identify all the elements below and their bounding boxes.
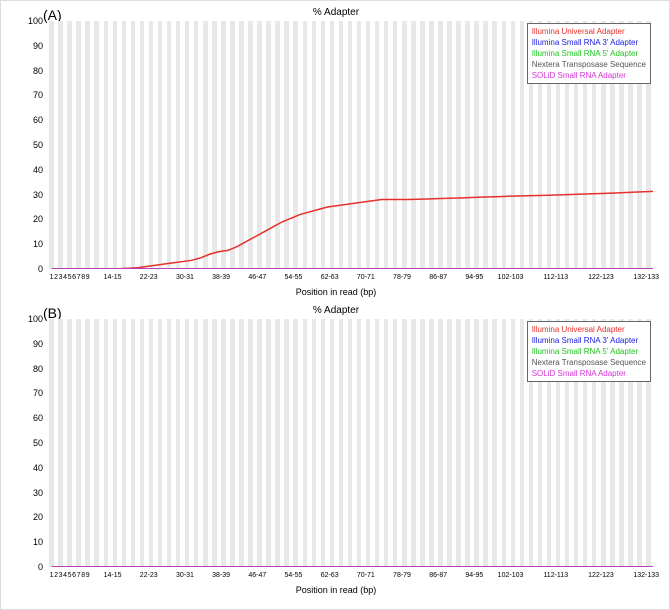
legend-item: Illumina Universal Adapter: [532, 324, 646, 335]
y-tick-label: 70: [11, 388, 43, 398]
chart-title: % Adapter: [11, 7, 661, 18]
x-tick-label: 54-55: [285, 572, 303, 579]
legend-item: Illumina Small RNA 3' Adapter: [532, 37, 646, 48]
y-tick-label: 0: [11, 264, 43, 274]
y-tick-label: 100: [11, 314, 43, 324]
x-tick-label: 112-113: [543, 274, 568, 281]
y-tick-label: 10: [11, 537, 43, 547]
x-tick-label: 132-133: [633, 572, 659, 579]
panel-a: (A)% Adapter0102030405060708090100123456…: [11, 7, 661, 297]
x-tick-label: 94-95: [465, 274, 483, 281]
x-tick-label: 78-79: [393, 274, 411, 281]
x-tick-label: 70-71: [357, 572, 375, 579]
x-tick-label: 6: [72, 274, 76, 281]
y-tick-label: 50: [11, 438, 43, 448]
x-tick-label: 7: [77, 572, 81, 579]
legend-item: Illumina Small RNA 5' Adapter: [532, 48, 646, 59]
x-tick-label: 132-133: [633, 274, 659, 281]
x-tick-label: 30-31: [176, 274, 194, 281]
x-tick-label: 5: [68, 274, 72, 281]
x-tick-label: 2: [54, 274, 58, 281]
x-tick-label: 4: [63, 274, 67, 281]
x-tick-label: 6: [72, 572, 76, 579]
x-tick-label: 122-123: [588, 572, 614, 579]
y-tick-label: 0: [11, 562, 43, 572]
legend: Illumina Universal AdapterIllumina Small…: [527, 23, 651, 84]
x-tick-label: 30-31: [176, 572, 194, 579]
x-tick-label: 7: [77, 274, 81, 281]
x-tick-label: 14-15: [104, 274, 122, 281]
legend-item: SOLiD Small RNA Adapter: [532, 70, 646, 81]
panel-b: (B)% Adapter0102030405060708090100123456…: [11, 305, 661, 595]
x-tick-label: 102-103: [498, 274, 524, 281]
legend-item: Nextera Transposase Sequence: [532, 357, 646, 368]
x-tick-label: 38-39: [212, 274, 230, 281]
x-tick-label: 3: [59, 572, 63, 579]
y-tick-label: 90: [11, 339, 43, 349]
x-tick-label: 86-87: [429, 274, 447, 281]
y-tick-label: 10: [11, 239, 43, 249]
x-tick-label: 8: [81, 572, 85, 579]
legend-item: SOLiD Small RNA Adapter: [532, 368, 646, 379]
y-tick-label: 80: [11, 364, 43, 374]
x-tick-label: 122-123: [588, 274, 614, 281]
legend: Illumina Universal AdapterIllumina Small…: [527, 321, 651, 382]
x-tick-label: 112-113: [543, 572, 568, 579]
y-tick-label: 20: [11, 214, 43, 224]
x-tick-label: 3: [59, 274, 63, 281]
x-axis-label: Position in read (bp): [11, 585, 661, 595]
y-tick-label: 90: [11, 41, 43, 51]
x-tick-label: 9: [86, 274, 90, 281]
x-tick-label: 86-87: [429, 572, 447, 579]
x-tick-label: 14-15: [104, 572, 122, 579]
y-tick-label: 40: [11, 463, 43, 473]
x-tick-label: 22-23: [140, 572, 158, 579]
legend-item: Illumina Small RNA 3' Adapter: [532, 335, 646, 346]
x-axis-label: Position in read (bp): [11, 287, 661, 297]
page: (A)% Adapter0102030405060708090100123456…: [0, 0, 670, 610]
legend-item: Illumina Universal Adapter: [532, 26, 646, 37]
x-tick-label: 1: [50, 274, 54, 281]
x-tick-label: 4: [63, 572, 67, 579]
x-tick-label: 78-79: [393, 572, 411, 579]
x-tick-label: 8: [81, 274, 85, 281]
x-tick-label: 46-47: [248, 572, 266, 579]
series-illumina_universal: [52, 191, 653, 269]
y-tick-label: 20: [11, 512, 43, 522]
x-tick-label: 102-103: [498, 572, 524, 579]
y-tick-label: 60: [11, 413, 43, 423]
x-tick-label: 5: [68, 572, 72, 579]
x-tick-label: 94-95: [465, 572, 483, 579]
y-tick-label: 70: [11, 90, 43, 100]
x-tick-label: 38-39: [212, 572, 230, 579]
x-tick-label: 9: [86, 572, 90, 579]
x-tick-label: 62-63: [321, 274, 339, 281]
y-tick-label: 30: [11, 488, 43, 498]
x-tick-label: 54-55: [285, 274, 303, 281]
x-tick-label: 62-63: [321, 572, 339, 579]
y-tick-label: 50: [11, 140, 43, 150]
x-tick-label: 70-71: [357, 274, 375, 281]
y-tick-label: 100: [11, 16, 43, 26]
y-tick-label: 60: [11, 115, 43, 125]
x-tick-label: 46-47: [248, 274, 266, 281]
x-tick-label: 2: [54, 572, 58, 579]
y-tick-label: 80: [11, 66, 43, 76]
legend-item: Illumina Small RNA 5' Adapter: [532, 346, 646, 357]
y-tick-label: 40: [11, 165, 43, 175]
x-tick-label: 1: [50, 572, 54, 579]
chart-title: % Adapter: [11, 305, 661, 316]
x-tick-label: 22-23: [140, 274, 158, 281]
y-tick-label: 30: [11, 190, 43, 200]
legend-item: Nextera Transposase Sequence: [532, 59, 646, 70]
